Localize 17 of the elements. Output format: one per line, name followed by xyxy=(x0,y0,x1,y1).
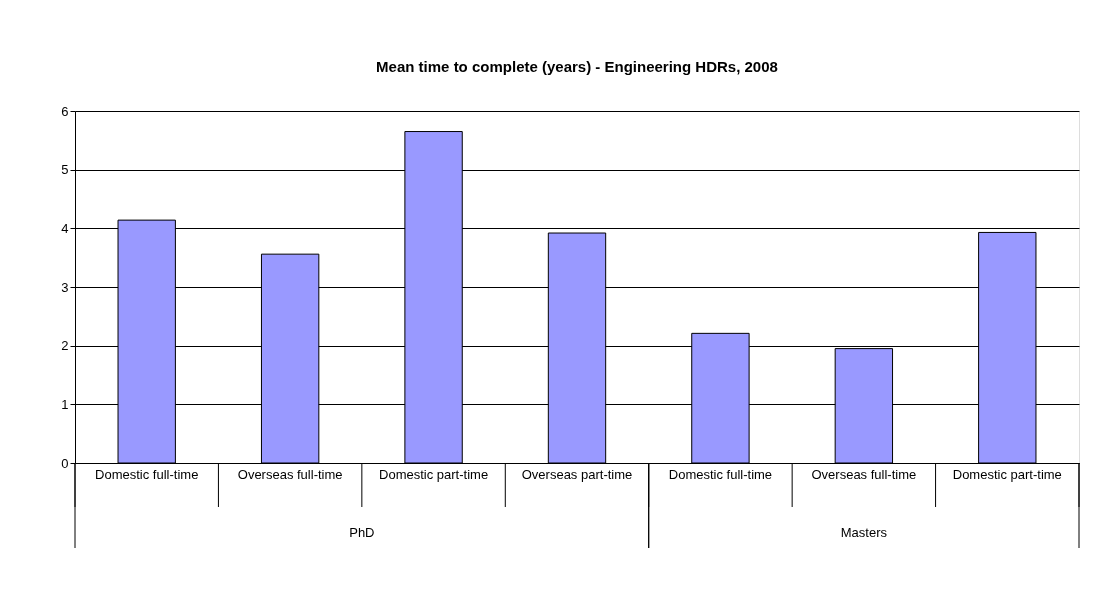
y-tick-label: 0 xyxy=(61,455,69,471)
x-tick-label: Overseas part-time xyxy=(521,467,633,482)
y-tick-label: 5 xyxy=(61,162,69,178)
y-tick-label: 2 xyxy=(61,338,69,354)
x-tick-label: Domestic full-time xyxy=(668,467,773,482)
text: PhD xyxy=(349,525,375,540)
x-tick-label: Domestic part-time xyxy=(379,467,489,482)
y-tick-label: 6 xyxy=(61,103,69,119)
x-tick-label: Domestic full-time xyxy=(95,467,199,482)
y-tick-label: 4 xyxy=(61,220,69,236)
x-tick-label: Overseas full-time xyxy=(237,467,343,482)
text: Masters xyxy=(840,525,888,540)
x-tick-label: Domestic part-time xyxy=(952,467,1062,482)
y-tick-label: 3 xyxy=(61,279,69,295)
y-tick-label: 1 xyxy=(61,396,69,412)
chart-title: Mean time to complete (years) - Engineering HDRs, 2008 xyxy=(376,58,778,75)
x-tick-label: Overseas full-time xyxy=(811,467,917,482)
